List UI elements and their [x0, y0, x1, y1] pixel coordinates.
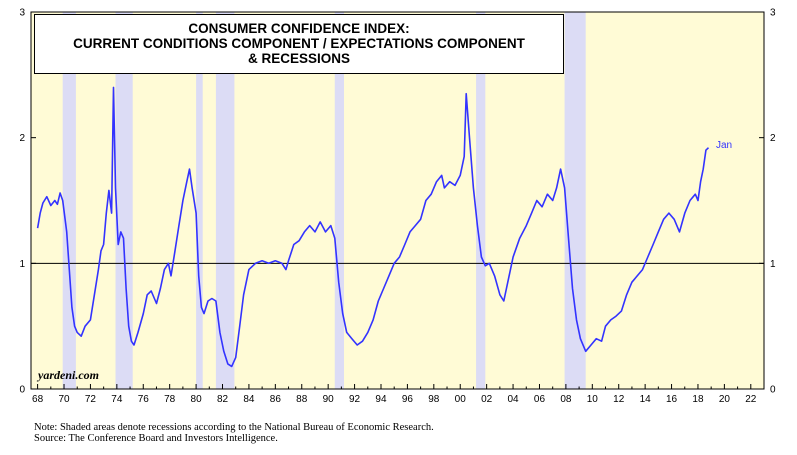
y-tick-label-left: 3	[19, 8, 25, 19]
title-line-3: & RECESSIONS	[247, 51, 351, 66]
x-tick-label: 12	[613, 394, 625, 405]
series-layer	[36, 86, 710, 368]
x-tick-label: 78	[164, 394, 176, 405]
x-tick-label: 98	[428, 394, 440, 405]
x-tick-label: 04	[508, 394, 520, 405]
recession-band	[62, 12, 76, 389]
x-tick-label: 90	[323, 394, 335, 405]
x-tick-label: 82	[217, 394, 229, 405]
x-tick-label: 88	[296, 394, 308, 405]
recession-band	[215, 12, 235, 389]
plot-area	[31, 12, 764, 389]
y-tick-label-right: 0	[770, 385, 776, 396]
recession-band	[196, 12, 203, 389]
x-tick-label: 96	[402, 394, 414, 405]
x-tick-label: 18	[692, 394, 704, 405]
x-tick-label: 16	[666, 394, 678, 405]
x-tick-label: 02	[481, 394, 493, 405]
recession-band	[564, 12, 586, 389]
x-tick-label: 06	[534, 394, 546, 405]
y-tick-label-left: 1	[19, 259, 25, 270]
x-tick-label: 70	[58, 394, 70, 405]
x-tick-label: 76	[138, 394, 150, 405]
y-tick-label-left: 0	[19, 385, 25, 396]
note-line: Note: Shaded areas denote recessions acc…	[34, 422, 434, 433]
x-tick-label: 80	[191, 394, 203, 405]
y-tick-label-right: 3	[770, 8, 776, 19]
x-tick-label: 22	[745, 394, 757, 405]
series-line	[36, 86, 710, 368]
plot-frame	[30, 11, 765, 390]
x-tick-label: 20	[719, 394, 731, 405]
title-line-2: CURRENT CONDITIONS COMPONENT / EXPECTATI…	[73, 36, 525, 51]
x-tick-label: 86	[270, 394, 282, 405]
x-tick-label: 08	[560, 394, 572, 405]
y-tick-label-right: 2	[770, 133, 776, 144]
x-tick-label: 10	[587, 394, 599, 405]
recession-band	[115, 12, 133, 389]
recession-bands	[62, 12, 586, 389]
watermark-text: yardeni.com	[38, 368, 99, 382]
last-point-label: Jan	[716, 140, 733, 151]
y-tick-label-left: 2	[19, 133, 25, 144]
title-line-1: CONSUMER CONFIDENCE INDEX:	[188, 21, 410, 36]
x-tick-label: 14	[640, 394, 652, 405]
chart-title: CONSUMER CONFIDENCE INDEX: CURRENT CONDI…	[34, 14, 564, 74]
recession-band	[476, 12, 486, 389]
x-tick-label: 92	[349, 394, 361, 405]
y-tick-label-right: 1	[770, 259, 776, 270]
recession-band	[334, 12, 345, 389]
footer-notes: Note: Shaded areas denote recessions acc…	[34, 422, 434, 444]
x-tick-label: 74	[111, 394, 123, 405]
x-tick-label: 00	[455, 394, 467, 405]
source-line: Source: The Conference Board and Investo…	[34, 433, 278, 444]
x-tick-label: 72	[85, 394, 97, 405]
x-tick-label: 94	[375, 394, 387, 405]
x-tick-label: 68	[32, 394, 44, 405]
plot-background	[31, 12, 764, 389]
x-tick-label: 84	[243, 394, 255, 405]
